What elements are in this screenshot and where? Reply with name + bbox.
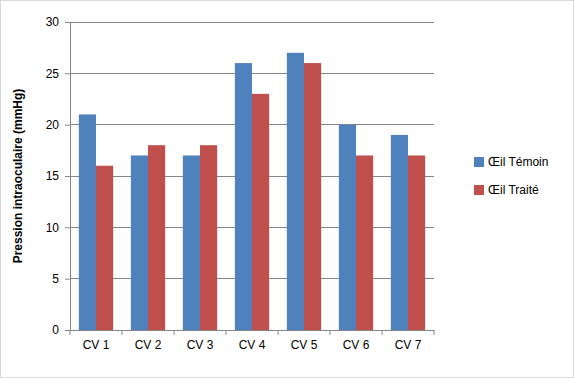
x-tick-label: CV 2 [135,338,162,352]
legend-item: Œil Témoin [474,155,548,169]
bar [200,145,217,330]
x-tick: CV 4 [239,330,266,352]
x-tick-label: CV 4 [239,338,266,352]
x-tick: CV 2 [135,330,162,352]
bar [408,155,425,330]
x-tick: CV 6 [343,330,370,352]
bar [287,53,304,330]
bar [148,145,165,330]
bar [356,155,373,330]
y-tick: 0 [52,323,70,337]
y-tick: 15 [46,169,70,183]
y-tick-label: 5 [52,272,59,286]
bar [235,63,252,330]
legend-label: Œil Témoin [488,155,548,169]
bar [79,114,96,330]
y-tick-label: 0 [52,323,59,337]
legend-item: Œil Traité [474,183,539,197]
x-tick-label: CV 5 [291,338,318,352]
bar [252,94,269,330]
grid [70,22,434,330]
x-separator [174,330,175,335]
y-tick: 30 [46,15,70,29]
x-separator [330,330,331,335]
series [79,53,408,330]
legend-swatch [474,157,484,167]
legend-swatch [474,185,484,195]
x-separator [434,330,435,335]
grid-line [70,22,434,23]
x-tick-label: CV 1 [83,338,110,352]
x-tick: CV 3 [187,330,214,352]
y-tick-mark [65,125,70,126]
x-axis: CV 1 CV 2 CV 3 CV 4 CV 5 CV 6 CV 7 [70,330,435,352]
x-separator [226,330,227,335]
y-tick-mark [65,330,70,331]
y-tick-label: 25 [46,67,60,81]
y-tick: 10 [46,221,70,235]
chart: 0 5 10 15 20 25 30 CV 1 CV 2 CV 3 CV 4 CV 5 CV 6 CV 7… [0,0,574,378]
bar [391,135,408,330]
y-tick-mark [65,176,70,177]
y-tick-label: 30 [46,15,60,29]
y-tick: 25 [46,67,70,81]
x-tick-label: CV 6 [343,338,370,352]
x-separator [382,330,383,335]
x-separator [278,330,279,335]
bar [339,125,356,330]
y-axis-title: Pression intraoculaire (mmHg) [11,89,25,264]
y-tick: 20 [46,118,70,132]
y-tick-mark [65,73,70,74]
series [96,63,425,330]
x-axis-line [71,330,435,331]
y-tick-label: 10 [46,221,60,235]
y-tick: 5 [52,272,70,286]
bar [131,155,148,330]
x-tick: CV 7 [395,330,422,352]
bar [96,166,113,330]
y-tick-mark [65,22,70,23]
legend-label: Œil Traité [488,183,539,197]
y-tick-mark [65,279,70,280]
x-tick-label: CV 7 [395,338,422,352]
x-tick: CV 5 [291,330,318,352]
x-separator [122,330,123,335]
y-tick-label: 20 [46,118,60,132]
chart-frame [1,1,574,378]
x-separator [70,330,71,335]
y-tick-label: 15 [46,169,60,183]
x-tick-label: CV 3 [187,338,214,352]
legend: Œil Témoin Œil Traité [474,155,548,197]
y-axis-line [65,23,71,331]
bar [183,155,200,330]
y-axis: 0 5 10 15 20 25 30 [46,15,71,337]
bars [79,53,425,330]
plot: 0 5 10 15 20 25 30 CV 1 CV 2 CV 3 CV 4 CV 5 CV 6 CV 7 [46,15,435,351]
y-tick-mark [65,227,70,228]
x-tick: CV 1 [83,330,110,352]
x-separators [70,330,434,335]
bar [304,63,321,330]
